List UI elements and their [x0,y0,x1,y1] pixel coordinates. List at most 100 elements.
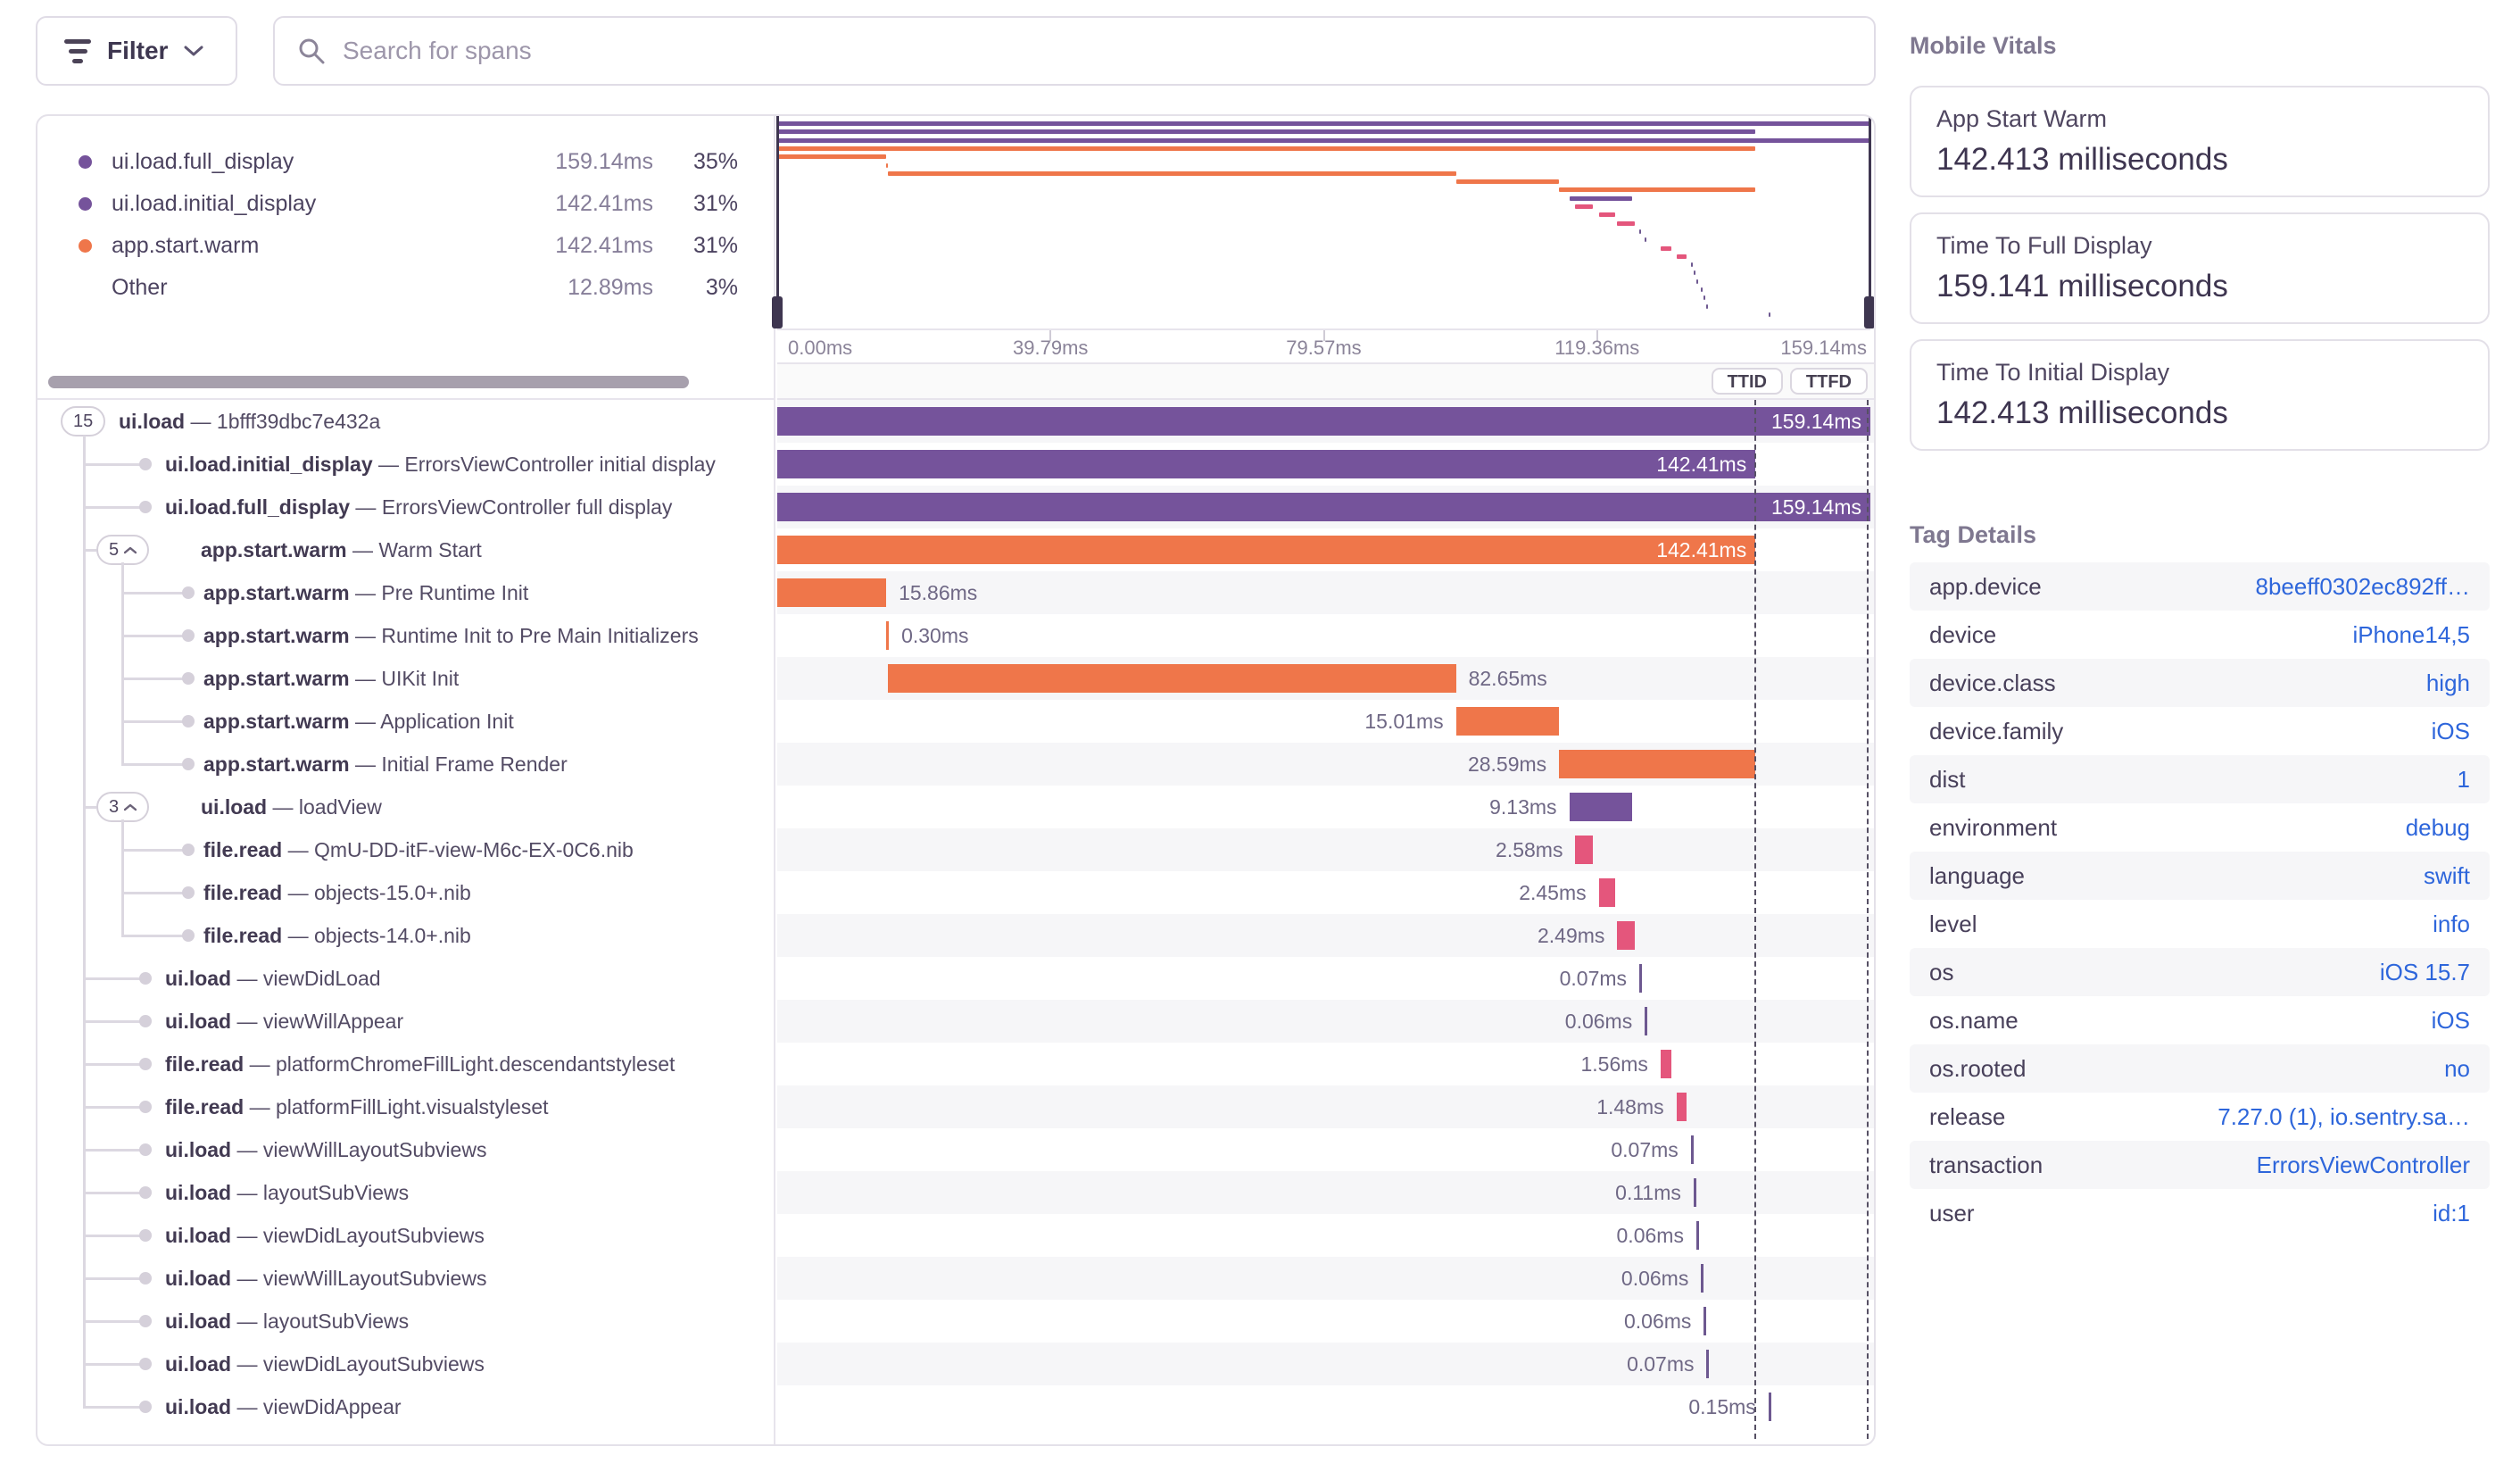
waterfall-row[interactable]: 0.06ms [777,1214,1874,1257]
span-separator: — [231,967,263,990]
tag-value-link[interactable]: high [2425,669,2470,696]
span-tree-row[interactable]: app.start.warm — Initial Frame Render [37,743,774,786]
span-operation: app.start.warm [203,752,350,776]
span-tree-row[interactable]: file.read — platformChromeFillLight.desc… [37,1043,774,1085]
tag-value-link[interactable]: 8beeff0302ec892ff… [2255,572,2470,600]
span-name: ui.load — viewDidLayoutSubviews [165,1343,485,1385]
search-input[interactable] [341,36,1851,66]
span-tree-row[interactable]: ui.load — layoutSubViews [37,1171,774,1214]
axis-tick-mark [1322,330,1325,341]
waterfall-row[interactable]: 9.13ms [777,786,1874,828]
span-operation: file.read [203,881,283,904]
scrollbar-thumb[interactable] [48,376,689,388]
span-count-badge[interactable]: 5 [96,535,150,565]
waterfall-row[interactable]: 15.86ms [777,571,1874,614]
span-tree-row[interactable]: app.start.warm — UIKit Init [37,657,774,700]
span-tree-row[interactable]: ui.load — viewDidLoad [37,957,774,1000]
connector-dot [139,1186,152,1199]
span-duration-label: 15.01ms [1364,710,1444,733]
trace-waterfall-card: ui.load.full_display 159.14ms 35% ui.load.i… [36,114,1876,1446]
span-tree-row[interactable]: 5 app.start.warm — Warm Start [37,528,774,571]
waterfall-row[interactable]: 142.41ms [777,528,1874,571]
span-separator: — [282,924,314,947]
span-count-badge[interactable]: 3 [96,792,150,822]
waterfall-row[interactable]: 2.49ms [777,914,1874,957]
connector-dot [182,929,195,942]
waterfall-row[interactable]: 0.07ms [777,1128,1874,1171]
waterfall-row[interactable]: 2.58ms [777,828,1874,871]
tag-value-link[interactable]: iOS [2431,717,2470,744]
span-tree-row[interactable]: ui.load — viewDidAppear [37,1385,774,1428]
tag-value-link[interactable]: info [2433,910,2470,937]
span-tree-row[interactable]: app.start.warm — Runtime Init to Pre Mai… [37,614,774,657]
span-tree-row[interactable]: file.read — QmU-DD-itF-view-M6c-EX-0C6.n… [37,828,774,871]
axis-tick-label: 159.14ms [1780,337,1867,359]
minimap-span-bar [777,121,1870,126]
span-tree-row[interactable]: file.read — platformFillLight.visualstyl… [37,1085,774,1128]
minimap-span-bar [1598,212,1616,218]
span-name: ui.load — viewDidAppear [165,1385,402,1428]
span-name: ui.load — layoutSubViews [165,1300,409,1343]
ttfd-button[interactable]: TTFD [1789,368,1868,395]
span-separator: — [349,710,381,733]
waterfall-row[interactable]: 28.59ms [777,743,1874,786]
minimap-handle-left[interactable] [772,296,783,328]
span-tree-row[interactable]: ui.load.full_display — ErrorsViewControl… [37,486,774,528]
waterfall-row[interactable]: 0.15ms [777,1385,1874,1428]
span-tree-row[interactable]: ui.load — viewWillLayoutSubviews [37,1128,774,1171]
waterfall-row[interactable]: 82.65ms [777,657,1874,700]
waterfall-row[interactable]: 0.30ms [777,614,1874,657]
span-tree-row[interactable]: 3 ui.load — loadView [37,786,774,828]
span-tree-row[interactable]: ui.load — viewDidLayoutSubviews [37,1343,774,1385]
waterfall-row[interactable]: 1.56ms [777,1043,1874,1085]
span-tree-row[interactable]: app.start.warm — Pre Runtime Init [37,571,774,614]
span-name: file.read — objects-15.0+.nib [203,871,471,914]
span-description: Application Init [380,710,514,733]
tag-value-link[interactable]: 7.27.0 (1), io.sentry.sa… [2217,1102,2470,1130]
span-bar [777,450,1756,478]
waterfall-row[interactable]: 2.45ms [777,871,1874,914]
tag-value-link[interactable]: ErrorsViewController [2256,1151,2470,1178]
tag-value-link[interactable]: swift [2424,861,2470,889]
tag-value-link[interactable]: iOS 15.7 [2379,958,2470,985]
tag-value-link[interactable]: no [2444,1054,2470,1082]
span-tree-row[interactable]: file.read — objects-15.0+.nib [37,871,774,914]
waterfall-row[interactable]: 1.48ms [777,1085,1874,1128]
minimap-handle-right[interactable] [1864,296,1874,328]
span-count-badge[interactable]: 15 [61,406,106,437]
tag-value-link[interactable]: debug [2405,813,2470,841]
tag-value-link[interactable]: id:1 [2433,1199,2470,1226]
waterfall-row[interactable]: 159.14ms [777,400,1874,443]
span-tree-row[interactable]: ui.load — viewWillLayoutSubviews [37,1257,774,1300]
span-tree-row[interactable]: ui.load.initial_display — ErrorsViewCont… [37,443,774,486]
minimap[interactable] [772,116,1874,328]
span-bar [1569,793,1632,821]
span-duration-label: 159.14ms [1770,495,1861,519]
span-tree-row[interactable]: ui.load — viewWillAppear [37,1000,774,1043]
tag-value-link[interactable]: iOS [2431,1006,2470,1034]
waterfall-row[interactable]: 159.14ms [777,486,1874,528]
tag-value-link[interactable]: iPhone14,5 [2352,620,2470,648]
span-description: viewWillLayoutSubviews [262,1267,487,1290]
span-tree-row[interactable]: ui.load — viewDidLayoutSubviews [37,1214,774,1257]
ttid-button[interactable]: TTID [1711,368,1783,395]
waterfall-row[interactable]: 0.07ms [777,1343,1874,1385]
tag-row: level info [1910,900,2490,948]
minimap-span-bar [1617,220,1635,226]
axis-tick-label: 79.57ms [1286,337,1362,359]
waterfall-row[interactable]: 0.07ms [777,957,1874,1000]
waterfall-row[interactable]: 0.06ms [777,1300,1874,1343]
span-tree-row[interactable]: app.start.warm — Application Init [37,700,774,743]
minimap-span-bar [1639,229,1642,234]
span-tree-row[interactable]: 15 ui.load — 1bfff39dbc7e432a [37,400,774,443]
waterfall-row[interactable]: 0.06ms [777,1257,1874,1300]
tag-value-link[interactable]: 1 [2457,765,2470,793]
waterfall-row[interactable]: 15.01ms [777,700,1874,743]
filter-button[interactable]: Filter [36,16,237,86]
waterfall-row[interactable]: 0.11ms [777,1171,1874,1214]
span-tree-row[interactable]: ui.load — layoutSubViews [37,1300,774,1343]
waterfall-row[interactable]: 0.06ms [777,1000,1874,1043]
waterfall-row[interactable]: 142.41ms [777,443,1874,486]
span-tree-row[interactable]: file.read — objects-14.0+.nib [37,914,774,957]
span-bar [777,407,1870,436]
